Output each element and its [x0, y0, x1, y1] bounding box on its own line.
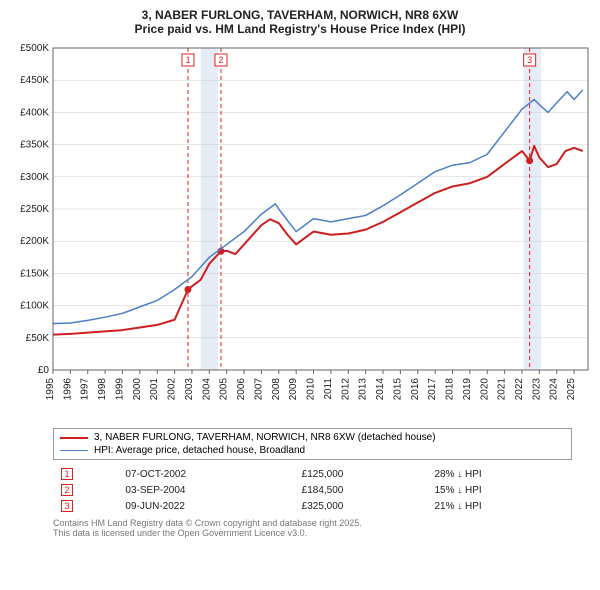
- svg-text:£100K: £100K: [20, 301, 49, 312]
- chart-plot: 1 2 3 £0 £50K £100K £150K £200K £250K £300K £350K £…: [8, 40, 592, 420]
- svg-text:2010: 2010: [306, 378, 317, 401]
- svg-text:2025: 2025: [566, 378, 577, 401]
- tx-delta: 21% ↓ HPI: [426, 498, 572, 514]
- tx-marker: 2: [61, 484, 73, 496]
- legend-label: 3, NABER FURLONG, TAVERHAM, NORWICH, NR8…: [94, 432, 436, 443]
- svg-text:2: 2: [218, 55, 223, 65]
- footnote-line-2: This data is licensed under the Open Gov…: [53, 528, 572, 538]
- tx-delta: 15% ↓ HPI: [426, 482, 572, 498]
- svg-text:2018: 2018: [445, 378, 456, 401]
- svg-text:£400K: £400K: [20, 107, 49, 118]
- tx-date: 07-OCT-2002: [117, 466, 293, 482]
- svg-text:£300K: £300K: [20, 172, 49, 183]
- svg-text:£500K: £500K: [20, 43, 49, 54]
- attribution-footnote: Contains HM Land Registry data © Crown c…: [53, 518, 572, 538]
- svg-text:2016: 2016: [410, 378, 421, 401]
- svg-text:2023: 2023: [531, 378, 542, 401]
- legend-row: HPI: Average price, detached house, Broa…: [60, 444, 565, 457]
- transactions-table: 1 07-OCT-2002£125,00028% ↓ HPI 2 03-SEP-200…: [53, 466, 572, 514]
- svg-text:2021: 2021: [497, 378, 508, 401]
- svg-text:2020: 2020: [479, 378, 490, 401]
- tx-marker: 3: [61, 500, 73, 512]
- legend-label: HPI: Average price, detached house, Broa…: [94, 445, 305, 456]
- tx-delta: 28% ↓ HPI: [426, 466, 572, 482]
- svg-text:1999: 1999: [114, 378, 125, 401]
- svg-text:3: 3: [527, 55, 532, 65]
- svg-text:£0: £0: [38, 365, 50, 376]
- legend: 3, NABER FURLONG, TAVERHAM, NORWICH, NR8…: [53, 428, 572, 460]
- svg-text:1998: 1998: [97, 378, 108, 401]
- title-line-2: Price paid vs. HM Land Registry's House …: [8, 22, 592, 36]
- table-row: 1 07-OCT-2002£125,00028% ↓ HPI: [53, 466, 572, 482]
- legend-swatch: [60, 437, 88, 439]
- svg-text:2005: 2005: [219, 378, 230, 401]
- svg-text:2008: 2008: [271, 378, 282, 401]
- legend-swatch: [60, 450, 88, 452]
- tx-date: 09-JUN-2022: [117, 498, 293, 514]
- svg-text:2017: 2017: [427, 378, 438, 401]
- svg-text:1995: 1995: [45, 378, 56, 401]
- svg-text:2004: 2004: [201, 378, 212, 401]
- title-line-1: 3, NABER FURLONG, TAVERHAM, NORWICH, NR8…: [8, 8, 592, 22]
- chart-svg: 1 2 3 £0 £50K £100K £150K £200K £250K £300K £350K £…: [8, 40, 592, 420]
- svg-text:2014: 2014: [375, 378, 386, 401]
- svg-text:2002: 2002: [167, 378, 178, 401]
- svg-text:2013: 2013: [358, 378, 369, 401]
- tx-price: £184,500: [294, 482, 427, 498]
- chart-container: 3, NABER FURLONG, TAVERHAM, NORWICH, NR8…: [0, 0, 600, 548]
- svg-text:£150K: £150K: [20, 268, 49, 279]
- svg-text:2003: 2003: [184, 378, 195, 401]
- svg-text:2009: 2009: [288, 378, 299, 401]
- svg-text:1: 1: [185, 55, 190, 65]
- tx-price: £125,000: [294, 466, 427, 482]
- svg-text:2019: 2019: [462, 378, 473, 401]
- svg-text:1996: 1996: [62, 378, 73, 401]
- svg-text:2015: 2015: [392, 378, 403, 401]
- svg-text:2022: 2022: [514, 378, 525, 401]
- table-row: 3 09-JUN-2022£325,00021% ↓ HPI: [53, 498, 572, 514]
- svg-text:£450K: £450K: [20, 75, 49, 86]
- table-row: 2 03-SEP-2004£184,50015% ↓ HPI: [53, 482, 572, 498]
- svg-text:2006: 2006: [236, 378, 247, 401]
- svg-text:1997: 1997: [80, 378, 91, 401]
- svg-text:2024: 2024: [549, 378, 560, 401]
- chart-title: 3, NABER FURLONG, TAVERHAM, NORWICH, NR8…: [8, 8, 592, 36]
- tx-marker: 1: [61, 468, 73, 480]
- svg-text:2007: 2007: [253, 378, 264, 401]
- svg-text:£50K: £50K: [26, 333, 50, 344]
- svg-text:£350K: £350K: [20, 140, 49, 151]
- svg-text:2011: 2011: [323, 378, 334, 400]
- svg-text:£250K: £250K: [20, 204, 49, 215]
- svg-text:2001: 2001: [149, 378, 160, 401]
- legend-row: 3, NABER FURLONG, TAVERHAM, NORWICH, NR8…: [60, 431, 565, 444]
- svg-text:2012: 2012: [340, 378, 351, 401]
- svg-text:2000: 2000: [132, 378, 143, 401]
- tx-date: 03-SEP-2004: [117, 482, 293, 498]
- footnote-line-1: Contains HM Land Registry data © Crown c…: [53, 518, 572, 528]
- tx-price: £325,000: [294, 498, 427, 514]
- svg-text:£200K: £200K: [20, 236, 49, 247]
